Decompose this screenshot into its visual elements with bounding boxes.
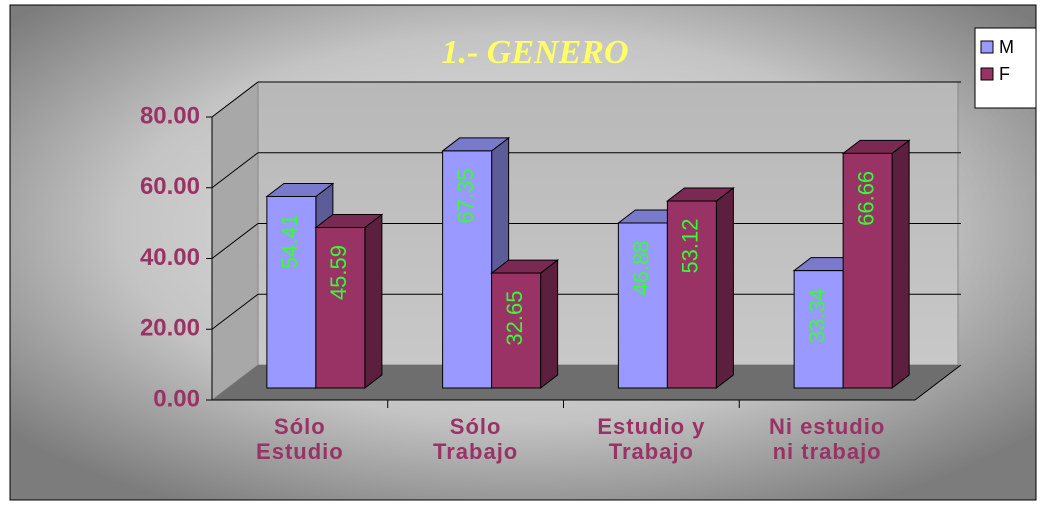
bar-side xyxy=(715,187,734,390)
bar-side xyxy=(540,259,559,390)
floor xyxy=(212,365,961,400)
y-tick-label: 40.00 xyxy=(140,244,200,271)
data-label: 66.66 xyxy=(853,171,878,226)
grid-line xyxy=(211,152,259,189)
bar xyxy=(666,200,717,389)
grid-line xyxy=(211,223,259,259)
data-label: 67.35 xyxy=(453,168,478,223)
bar-side xyxy=(364,213,383,390)
bar-side xyxy=(891,139,910,390)
y-tick-label: 20.00 xyxy=(140,315,200,342)
y-tick-label: 80.00 xyxy=(140,102,200,129)
legend-swatch xyxy=(980,67,994,81)
data-label: 32.65 xyxy=(502,291,527,346)
bar xyxy=(266,195,317,389)
bar xyxy=(617,222,668,389)
bar xyxy=(442,150,493,389)
bar xyxy=(315,227,366,389)
x-axis-depth xyxy=(914,364,962,401)
legend-label: F xyxy=(999,64,1010,84)
data-label: 46.88 xyxy=(629,240,654,295)
data-label: 54.41 xyxy=(277,214,302,269)
legend-swatch xyxy=(980,40,994,54)
y-tick-label: 60.00 xyxy=(140,173,200,200)
x-tick-label: Ni estudio ni trabajo xyxy=(768,414,886,465)
grid-line xyxy=(211,293,259,330)
y-tick-label: 0.00 xyxy=(153,385,200,412)
bar xyxy=(491,272,542,389)
x-tick-label: Estudio y Trabajo xyxy=(597,414,706,465)
x-tick-label: Sólo Estudio xyxy=(256,414,344,465)
data-label: 45.59 xyxy=(326,245,351,300)
data-label: 53.12 xyxy=(678,218,703,273)
bar xyxy=(793,270,844,389)
data-label: 33.34 xyxy=(804,288,829,343)
bar xyxy=(842,152,893,389)
legend-label: M xyxy=(999,37,1014,57)
grid-line xyxy=(211,81,259,118)
x-tick-label: Sólo Trabajo xyxy=(433,414,519,465)
chart-title: 1.- GENERO xyxy=(441,34,628,71)
